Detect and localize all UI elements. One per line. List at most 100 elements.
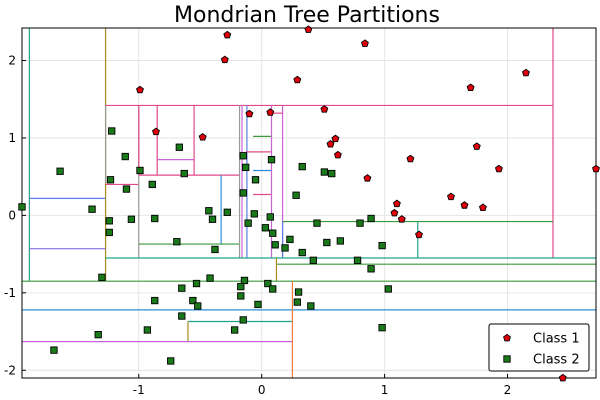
class-2-point <box>143 326 152 334</box>
class-2-point <box>106 176 115 184</box>
class-1-point <box>472 142 481 150</box>
x-tick-label: -1 <box>133 383 145 397</box>
class-2-point <box>192 279 201 288</box>
class-2-point <box>240 276 249 285</box>
class-2-point <box>180 169 188 178</box>
class-2-point <box>178 312 186 320</box>
class-2-point <box>313 219 321 227</box>
class-1-point <box>266 108 275 116</box>
class-2-point <box>148 180 156 189</box>
class-1-point <box>447 192 455 201</box>
class-2-point <box>205 207 213 215</box>
class-2-point <box>242 163 250 172</box>
class-2-point <box>250 210 258 218</box>
class-2-point <box>127 215 136 223</box>
partition-lines <box>22 28 596 378</box>
class-2-point <box>230 326 239 334</box>
class-1-point <box>460 201 469 209</box>
class-2-point <box>237 282 245 291</box>
class-2-point <box>175 143 183 151</box>
class-2-point <box>367 214 375 223</box>
class-2-point <box>105 228 113 237</box>
class-2-point <box>136 166 144 175</box>
class-2-point <box>211 245 219 254</box>
class-1-point <box>136 85 144 94</box>
class-1-point <box>360 39 369 47</box>
y-tick-label: 2 <box>8 54 16 68</box>
class-2-point <box>251 176 260 184</box>
legend-marker <box>503 355 511 363</box>
class-2-point <box>378 241 386 250</box>
class-1-point <box>198 133 207 141</box>
x-tick-label: 1 <box>381 383 389 397</box>
class-2-point <box>194 302 202 310</box>
legend-marker <box>503 333 511 342</box>
class-2-point <box>121 152 129 161</box>
chart-title: Mondrian Tree Partitions <box>174 3 440 28</box>
class-2-point <box>269 285 277 293</box>
class-2-point <box>56 167 64 175</box>
class-2-point <box>320 168 329 176</box>
class-2-point <box>328 169 336 178</box>
class-2-point <box>294 288 303 296</box>
class-2-point <box>122 185 131 193</box>
class-2-point <box>173 238 181 246</box>
class-2-point <box>151 296 159 305</box>
class-1-point <box>392 199 401 208</box>
class-2-point <box>298 162 306 171</box>
class-2-point <box>367 265 375 273</box>
class-1-point <box>363 174 372 182</box>
class-2-point <box>237 292 245 300</box>
class-2-point <box>88 205 96 213</box>
class-1-point <box>223 30 232 39</box>
class-2-point <box>239 316 247 324</box>
class-2-point <box>189 296 197 305</box>
class-1-point <box>245 109 254 118</box>
class-1-point <box>521 68 530 77</box>
class-2-point <box>50 346 58 354</box>
legend-label: Class 1 <box>533 332 580 347</box>
class-2-point <box>267 155 276 164</box>
class-1-point <box>320 105 329 113</box>
class-2-point <box>18 203 26 211</box>
class-2-point <box>223 208 231 216</box>
y-tick-label: 0 <box>8 208 16 222</box>
class-2-point <box>292 191 300 199</box>
class-1-point <box>558 373 567 382</box>
class-1-point <box>304 25 313 33</box>
class-2-point <box>105 217 113 225</box>
class-2-point <box>239 189 247 197</box>
class-1-point <box>406 154 415 163</box>
class-1-point <box>293 75 302 84</box>
class-2-point <box>298 248 306 257</box>
class-2-point <box>167 357 175 365</box>
class-1-point <box>466 83 475 91</box>
class-2-point <box>98 273 106 281</box>
class-2-point <box>356 219 364 227</box>
class-2-point <box>178 284 186 292</box>
class-1-point <box>397 215 406 223</box>
class-2-point <box>271 241 279 249</box>
class-2-point <box>254 300 262 309</box>
y-axis-ticks: -2 -1 0 1 2 <box>4 54 26 377</box>
grid <box>22 28 596 378</box>
class-1-point <box>152 127 160 136</box>
class-2-point <box>293 298 301 306</box>
class-2-point <box>264 279 272 288</box>
class-2-point <box>309 256 317 264</box>
class-2-point <box>353 256 362 264</box>
class-2-point <box>307 302 315 310</box>
class-2-point <box>378 324 386 332</box>
class-1-point <box>494 164 503 173</box>
class-2-point <box>108 127 116 135</box>
class-2-point <box>269 229 277 237</box>
class-2-point <box>281 244 289 252</box>
y-tick-label: -2 <box>4 363 16 377</box>
y-tick-label: 1 <box>8 131 16 145</box>
class-2-point <box>206 274 214 282</box>
class-1-point <box>220 55 229 64</box>
class-2-point <box>244 219 252 227</box>
class-2-point <box>266 213 274 221</box>
class-1-point <box>333 150 342 159</box>
